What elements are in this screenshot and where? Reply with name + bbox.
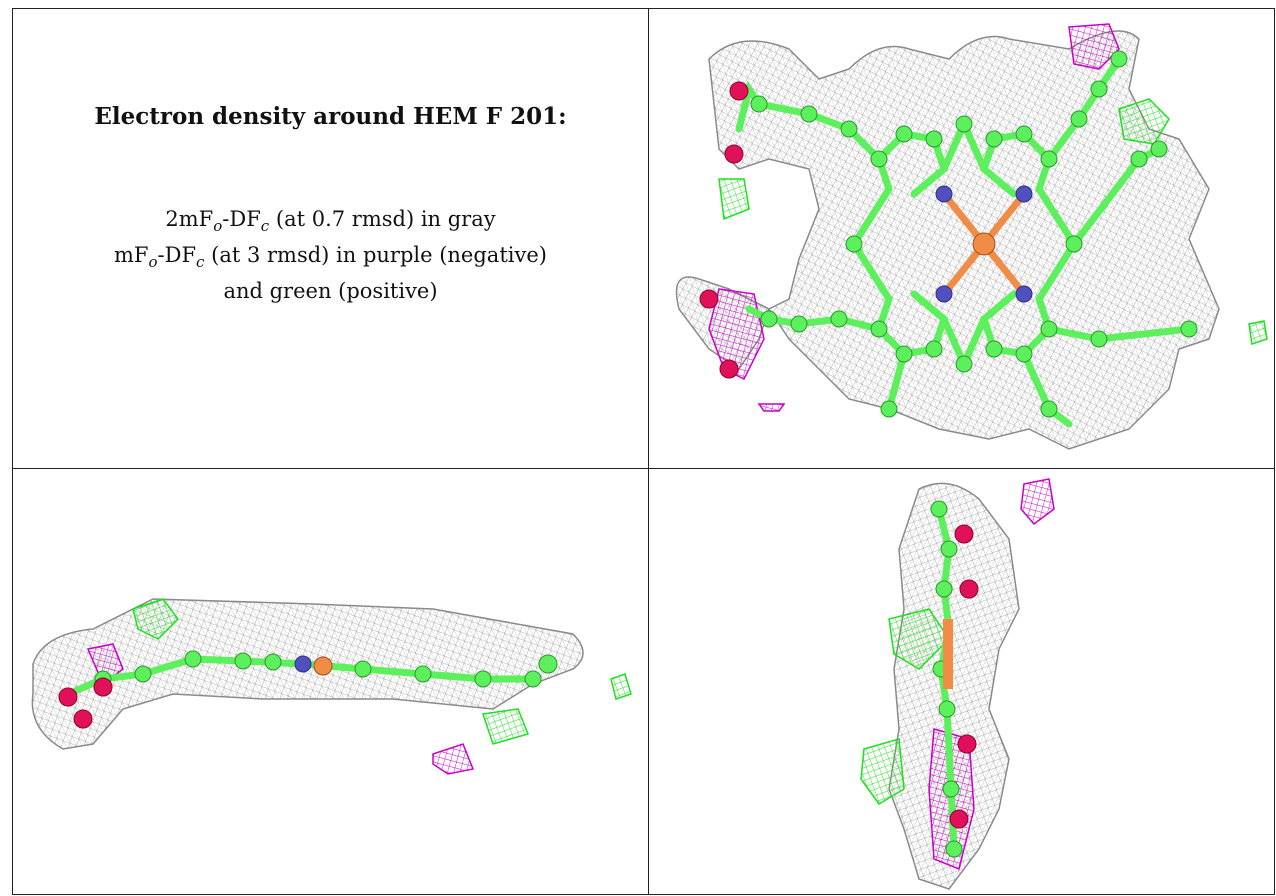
carbon-atoms <box>750 50 1198 418</box>
heme-edge-on-image <box>31 598 632 775</box>
iron-atom <box>313 656 333 676</box>
density-negative-blob <box>432 743 475 775</box>
heme-face-on-image <box>675 23 1268 450</box>
carbon-atoms <box>94 650 558 688</box>
caption-line-fofc: mFo-DFc (at 3 rmsd) in purple (negative) <box>114 243 547 272</box>
nitrogen-atoms <box>935 185 1033 303</box>
heme-side-image <box>860 478 1055 890</box>
density-2fofc-mesh <box>675 30 1220 450</box>
grid-vertical-divider <box>648 8 649 895</box>
density-positive-blob <box>1118 98 1170 145</box>
density-positive-blob <box>888 608 950 670</box>
density-negative-blob <box>757 403 786 412</box>
oxygen-atoms <box>58 677 113 729</box>
carbon-atoms <box>930 500 963 858</box>
density-view-edge-on <box>13 469 648 894</box>
density-positive-blob <box>132 598 179 640</box>
figure-grid <box>12 8 1275 895</box>
density-positive-blob <box>718 178 750 221</box>
caption-line-colors: and green (positive) <box>223 279 438 304</box>
legend-cell: Electron density around HEM F 201: 2mFo-… <box>13 9 648 468</box>
density-2fofc-mesh <box>31 598 584 750</box>
density-positive-blob <box>860 738 905 805</box>
iron-bonds <box>943 619 953 689</box>
oxygen-atoms <box>949 524 979 829</box>
figure-caption: 2mFo-DFc (at 0.7 rmsd) in gray mFo-DFc (… <box>13 205 648 306</box>
density-negative-blob <box>1020 478 1055 526</box>
nitrogen-atom <box>294 655 312 673</box>
density-view-side <box>649 469 1274 894</box>
density-negative-blob <box>1068 23 1120 70</box>
density-positive-blob <box>1248 320 1268 345</box>
caption-line-2fofc: 2mFo-DFc (at 0.7 rmsd) in gray <box>165 207 496 236</box>
density-positive-blob <box>610 673 632 700</box>
figure-title: Electron density around HEM F 201: <box>94 103 567 130</box>
oxygen-atoms <box>699 81 749 379</box>
density-positive-blob <box>482 708 530 745</box>
iron-atom <box>972 232 996 256</box>
density-view-face-on <box>649 9 1274 468</box>
grid-horizontal-divider <box>12 468 1275 469</box>
